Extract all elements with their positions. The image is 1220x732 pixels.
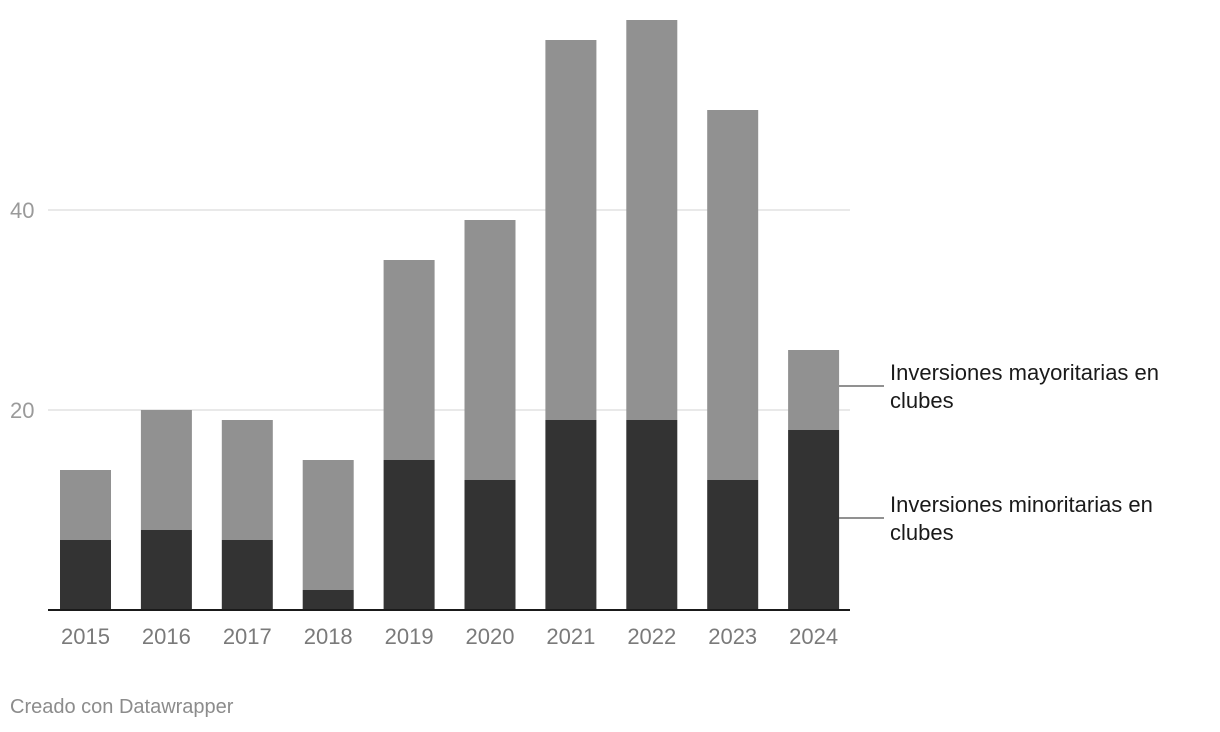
bar-2022-minoritarias [626, 420, 678, 610]
legend-label-mayoritarias-line2: clubes [890, 388, 954, 413]
bar-2016-mayoritarias [140, 410, 192, 530]
x-tick-label: 2018 [304, 624, 353, 649]
bar-2017-mayoritarias [221, 420, 273, 540]
legend-label-minoritarias-line2: clubes [890, 520, 954, 545]
bar-2016-minoritarias [140, 530, 192, 610]
x-tick-label: 2021 [546, 624, 595, 649]
x-tick-label: 2020 [466, 624, 515, 649]
x-tick-labels: 2015 2016 2017 2018 2019 2020 2021 2022 2023 2024 [61, 624, 838, 649]
bar-2018-minoritarias [302, 590, 354, 610]
legend-mayoritarias: Inversiones mayoritarias en clubes [839, 360, 1159, 413]
y-tick-label: 40 [10, 198, 34, 223]
bar-2020-mayoritarias [464, 220, 516, 480]
bar-2024-minoritarias [788, 430, 840, 610]
credit-text: Creado con Datawrapper [10, 696, 234, 718]
y-tick-label: 20 [10, 398, 34, 423]
legend-minoritarias: Inversiones minoritarias en clubes [839, 492, 1153, 545]
x-tick-label: 2024 [789, 624, 838, 649]
legend-label-minoritarias-line1: Inversiones minoritarias en [890, 492, 1153, 517]
bar-2018-mayoritarias [302, 460, 354, 590]
legend-label-mayoritarias-line1: Inversiones mayoritarias en [890, 360, 1159, 385]
x-tick-label: 2016 [142, 624, 191, 649]
x-tick-label: 2019 [385, 624, 434, 649]
bar-2021-mayoritarias [545, 40, 597, 420]
x-tick-label: 2015 [61, 624, 110, 649]
x-tick-label: 2022 [627, 624, 676, 649]
bar-2015-minoritarias [60, 540, 111, 610]
x-tick-label: 2023 [708, 624, 757, 649]
bar-2017-minoritarias [221, 540, 273, 610]
bar-2023-mayoritarias [707, 110, 759, 480]
bar-2019-minoritarias [383, 460, 435, 610]
bar-2015-mayoritarias [60, 470, 111, 540]
x-tick-label: 2017 [223, 624, 272, 649]
bar-2024-mayoritarias [788, 350, 840, 430]
bar-2020-minoritarias [464, 480, 516, 610]
bar-2022-mayoritarias [626, 20, 678, 420]
bars [60, 20, 840, 610]
bar-2019-mayoritarias [383, 260, 435, 460]
bar-2021-minoritarias [545, 420, 597, 610]
bar-2023-minoritarias [707, 480, 759, 610]
